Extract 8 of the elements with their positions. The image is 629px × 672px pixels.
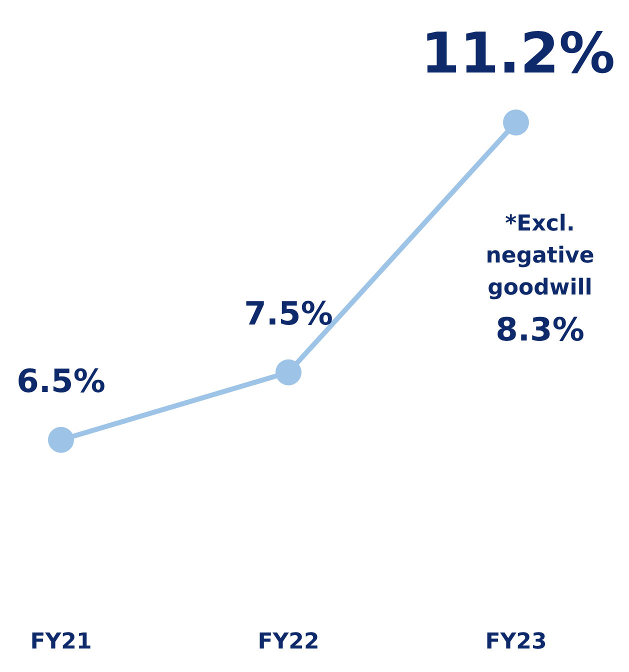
- data-label: 11.2%: [420, 21, 616, 86]
- x-tick-label: FY23: [485, 630, 547, 655]
- data-label: 7.5%: [244, 294, 333, 332]
- annotation: 8.3%: [496, 310, 584, 348]
- x-tick-label: FY21: [30, 630, 92, 655]
- data-label: 6.5%: [16, 362, 106, 400]
- annotation: *Excl. negative goodwill: [486, 211, 594, 300]
- x-tick-label: FY22: [258, 630, 320, 655]
